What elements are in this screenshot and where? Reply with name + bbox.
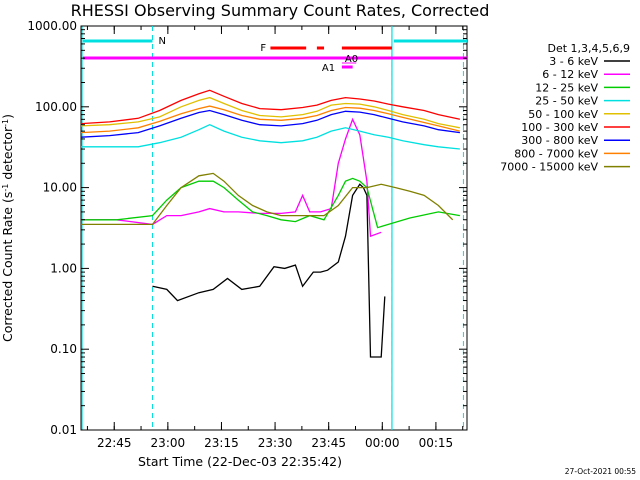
y-axis-title: Corrected Count Rate (s-1 detector-1) [0,114,15,342]
legend-title: Det 1,3,4,5,6,9 [547,42,630,55]
attenuator-a1-label: A1 [322,63,335,74]
legend-label-1: 6 - 12 keV [542,68,598,81]
series-line-4 [80,96,461,129]
legend-label-8: 7000 - 15000 keV [500,161,598,174]
x-tick-label-3: 23:30 [258,436,293,450]
y-tick-label-1: 0.10 [50,342,77,356]
y-axis-title-part-1: Corrected Count Rate (s [0,192,15,342]
x-tick-label-5: 00:00 [365,436,400,450]
legend-label-0: 3 - 6 keV [549,55,598,68]
y-tick-label-3: 10.00 [43,181,77,195]
series-layer [80,89,461,358]
series-line-0 [152,183,386,358]
y-axis-title-part-2: detector [0,126,15,184]
saa-flag-label: N [158,36,165,47]
legend-label-6: 300 - 800 keV [521,134,598,147]
legend-label-2: 12 - 25 keV [535,81,598,94]
y-axis: 0.01 0.10 1.00 10.00 100.00 1000.00 [27,19,467,437]
legend-label-7: 800 - 7000 keV [514,147,598,160]
timestamp: 27-Oct-2021 00:55 [565,467,636,476]
y-tick-label-2: 1.00 [50,261,77,275]
legend-label-5: 100 - 300 keV [521,121,598,134]
chart-title: RHESSI Observing Summary Count Rates, Co… [71,1,490,20]
series-line-5 [80,89,461,125]
x-tick-label-4: 23:45 [311,436,346,450]
x-axis-title: Start Time (22-Dec-03 22:35:42) [138,454,342,469]
series-line-6 [80,109,460,138]
y-axis-title-sup-2: -1 [1,119,10,127]
y-tick-label-0: 0.01 [50,423,77,437]
y-tick-label-5: 1000.00 [27,19,77,33]
flag-bars: N F A0 A1 [83,36,467,74]
series-line-3 [81,123,460,150]
y-axis-title-sup-1: -1 [1,184,10,192]
x-tick-label-0: 22:45 [97,436,132,450]
series-line-1 [81,117,382,238]
y-tick-label-4: 100.00 [35,100,77,114]
series-line-7 [80,105,461,134]
x-axis: 22:45 23:00 23:15 23:30 23:45 00:00 00:15 [86,26,464,450]
legend-label-3: 25 - 50 keV [535,95,598,108]
x-tick-label-1: 23:00 [151,436,186,450]
y-axis-title-part-3: ) [0,114,15,119]
time-markers [81,26,464,430]
x-tick-label-2: 23:15 [204,436,239,450]
series-line-8 [81,172,454,226]
plot-frame [80,25,468,431]
flare-flag-label: F [260,43,266,54]
attenuator-a0-label: A0 [345,54,358,65]
x-tick-label-6: 00:15 [419,436,454,450]
legend-label-4: 50 - 100 keV [528,108,598,121]
